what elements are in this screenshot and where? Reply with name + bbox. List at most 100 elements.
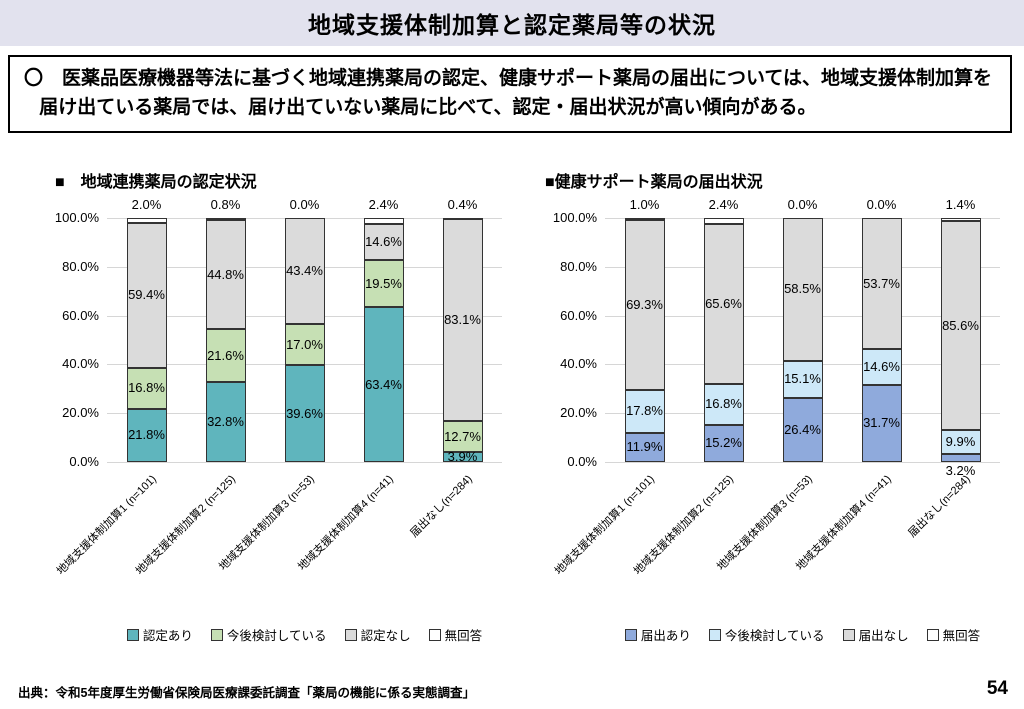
legend-swatch <box>428 628 441 641</box>
y-axis-tick-label: 80.0% <box>62 258 99 274</box>
bar-segment <box>126 222 167 368</box>
bar-segment <box>703 223 744 384</box>
legend-label: 届出なし <box>858 629 909 643</box>
legend-label: 今後検討している <box>226 629 327 643</box>
page-title: 地域支援体制加算と認定薬局等の状況 <box>308 12 716 38</box>
bar-segment <box>782 218 823 361</box>
legend-item: 届出あり <box>624 625 691 644</box>
bar-segment-label: 3.9% <box>447 449 478 465</box>
legend-swatch <box>842 628 855 641</box>
gridline <box>107 462 502 463</box>
y-axis-tick-label: 40.0% <box>560 356 597 372</box>
legend-swatch <box>344 628 357 641</box>
legend-label: 今後検討している <box>724 629 825 643</box>
bar-segment-label: 44.8% <box>207 266 244 282</box>
bar-segment <box>126 367 167 409</box>
title-band: 地域支援体制加算と認定薬局等の状況 <box>0 0 1024 46</box>
bar-segment <box>442 218 483 422</box>
bar-segment-label: 19.5% <box>365 275 402 291</box>
legend-label: 届出あり <box>640 629 691 643</box>
legend-swatch <box>210 628 223 641</box>
bar-segment-label: 53.7% <box>863 275 900 291</box>
legend-item: 無回答 <box>428 625 483 644</box>
bar-segment <box>940 221 981 431</box>
bar-top-label: 0.0% <box>866 197 897 212</box>
bar-segment <box>126 408 167 462</box>
bar-segment-label: 63.4% <box>365 376 402 392</box>
lead-box: 〇 医薬品医療機器等法に基づく地域連携薬局の認定、健康サポート薬局の届出について… <box>8 55 1012 133</box>
legend-item: 今後検討している <box>708 625 825 644</box>
legend: 認定あり 今後検討している 認定なし 無回答 <box>107 625 502 644</box>
bar-segment-label: 83.1% <box>444 312 481 328</box>
bar-segment-label: 58.5% <box>784 281 821 297</box>
legend-item: 認定あり <box>126 625 193 644</box>
bar-segment-label: 85.6% <box>942 317 979 333</box>
bar-segment <box>624 218 665 221</box>
bar-segment-label: 14.6% <box>365 233 402 249</box>
bar-segment-label: 65.6% <box>705 295 742 311</box>
bar-top-label: 0.8% <box>210 197 241 212</box>
bar-segment <box>703 424 744 462</box>
bar-top-label: 2.4% <box>368 197 399 212</box>
bar-segment <box>940 430 981 455</box>
legend-label: 無回答 <box>942 629 981 643</box>
bar-segment-label: 12.7% <box>444 428 481 444</box>
bar-segment-label: 17.0% <box>286 336 323 352</box>
legend-swatch <box>126 628 139 641</box>
y-axis-tick-label: 60.0% <box>62 307 99 323</box>
bar-top-label: 1.0% <box>629 197 660 212</box>
source-text: 出典：令和5年度厚生労働省保険局医療課委託調査「薬局の機能に係る実態調査」 <box>18 686 475 700</box>
page-number: 54 <box>986 678 1008 699</box>
y-axis-tick-label: 0.0% <box>567 454 597 469</box>
bar-segment-label: 59.4% <box>128 287 165 303</box>
bar-segment <box>940 454 981 462</box>
bar-segment <box>624 220 665 390</box>
bar-segment <box>861 218 902 350</box>
bar-segment <box>363 218 404 225</box>
bar-segment-label: 21.6% <box>207 347 244 363</box>
bar-segment <box>284 365 325 462</box>
y-axis-tick-label: 100.0% <box>552 210 597 225</box>
bar-segment <box>624 432 665 462</box>
bar-segment-label: 17.8% <box>626 403 663 419</box>
bar-segment-label: 39.6% <box>286 405 323 421</box>
bar-segment <box>205 218 246 220</box>
y-axis-tick-label: 80.0% <box>560 258 597 274</box>
chart-notification-status: ■健康サポート薬局の届出状況 0.0% 20.0% 40.0% 60.0% 80.0% 1… <box>518 168 1010 673</box>
bar-top-label: 2.0% <box>131 197 162 212</box>
bar-segment <box>703 383 744 425</box>
bar-segment <box>205 329 246 382</box>
chart-title: ■健康サポート薬局の届出状況 <box>545 174 763 191</box>
y-axis-tick-label: 60.0% <box>560 307 597 323</box>
x-axis-label: 届出なし(n=284) <box>906 473 974 540</box>
bar-top-label: 1.4% <box>945 197 976 212</box>
y-axis-tick-label: 40.0% <box>62 356 99 372</box>
bar-segment-label: 16.8% <box>705 396 742 412</box>
bar-segment <box>442 217 483 220</box>
bar-segment <box>624 389 665 433</box>
bar-segment <box>205 381 246 462</box>
bar-segment-label: 31.7% <box>863 415 900 431</box>
bar-segment <box>703 218 744 224</box>
plot-area: 0.0% 20.0% 40.0% 60.0% 80.0% 100.0% 21.8% 16.8%… <box>55 197 502 577</box>
legend-item: 届出なし <box>842 625 909 644</box>
bar-segment-label: 43.4% <box>286 262 323 278</box>
legend-swatch <box>926 628 939 641</box>
gridline <box>605 462 1000 463</box>
y-axis-tick-label: 20.0% <box>560 405 597 421</box>
bar-segment-label: 15.2% <box>705 435 742 451</box>
bar-segment <box>782 360 823 398</box>
bar-segment <box>782 397 823 462</box>
legend-swatch <box>708 628 721 641</box>
bar-segment-label: 26.4% <box>784 421 821 437</box>
chart-title: ■ 地域連携薬局の認定状況 <box>55 174 257 191</box>
legend-label: 認定なし <box>360 629 411 643</box>
y-axis-tick-label: 100.0% <box>54 210 99 225</box>
x-axis-label: 届出なし(n=284) <box>408 473 476 540</box>
plot-area: 0.0% 20.0% 40.0% 60.0% 80.0% 100.0% 11.9% 17.8%… <box>553 197 1000 577</box>
bar-segment <box>363 259 404 308</box>
bar-segment <box>861 384 902 462</box>
legend-label: 認定あり <box>142 629 193 643</box>
legend-label: 無回答 <box>444 629 483 643</box>
